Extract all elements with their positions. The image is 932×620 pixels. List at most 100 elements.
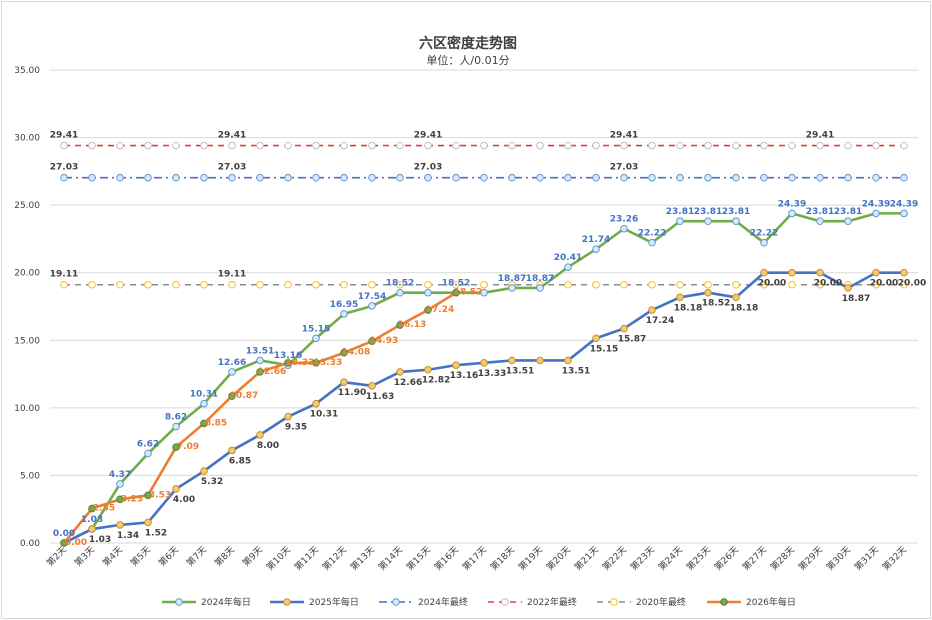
data-label: 27.03 — [50, 163, 78, 173]
data-label: 12.66 — [394, 378, 422, 388]
data-point — [144, 449, 152, 458]
legend-label: 2024年每日 — [201, 596, 251, 608]
data-label: 23.81 — [666, 207, 694, 217]
data-label: 8.85 — [205, 418, 227, 428]
y-tick-label: 0.00 — [20, 539, 40, 549]
data-point — [172, 173, 180, 182]
data-point — [424, 365, 432, 374]
data-point — [228, 392, 236, 400]
data-point — [452, 288, 460, 297]
data-point — [760, 280, 768, 289]
data-point — [256, 173, 264, 182]
data-label: 29.41 — [414, 131, 442, 141]
data-point — [788, 209, 796, 218]
data-point — [872, 141, 880, 150]
data-label: 12.66 — [218, 358, 246, 368]
data-point — [900, 173, 908, 182]
data-point — [396, 173, 404, 182]
data-point — [844, 173, 852, 182]
data-point — [564, 173, 572, 182]
data-point — [508, 356, 516, 365]
data-point — [172, 280, 180, 289]
data-point — [648, 306, 656, 314]
x-tick-label: 第6天 — [156, 544, 181, 569]
data-label: 23.81 — [806, 207, 834, 217]
data-point — [340, 173, 348, 182]
data-point — [452, 361, 460, 369]
data-point — [228, 141, 236, 150]
data-point — [872, 209, 880, 218]
legend-label: 2026年每日 — [746, 596, 796, 608]
x-tick-label: 第28天 — [768, 544, 797, 573]
data-label: 13.51 — [562, 366, 590, 376]
x-tick-label: 第13天 — [348, 544, 377, 573]
data-point — [592, 141, 600, 150]
data-label: 4.00 — [173, 495, 195, 505]
data-point — [424, 288, 432, 297]
data-point — [340, 378, 348, 386]
data-point — [424, 280, 432, 289]
data-label: 18.87 — [526, 274, 554, 284]
data-point — [676, 280, 684, 289]
data-point — [760, 141, 768, 150]
data-label: 10.31 — [310, 410, 338, 420]
data-label: 10.31 — [190, 390, 218, 400]
data-label: 29.41 — [218, 131, 246, 141]
legend-swatch-marker — [283, 598, 291, 606]
x-tick-label: 第14天 — [376, 544, 405, 573]
data-label: 13.33 — [286, 358, 314, 368]
data-label: 12.66 — [258, 367, 286, 377]
data-label: 13.33 — [314, 358, 342, 368]
data-point — [172, 422, 180, 431]
x-tick-label: 第24天 — [656, 544, 685, 573]
x-tick-label: 第29天 — [796, 544, 825, 573]
data-label: 4.37 — [109, 470, 131, 480]
data-point — [648, 173, 656, 182]
data-point — [424, 141, 432, 150]
data-point — [900, 209, 908, 218]
data-point — [88, 280, 96, 289]
data-point — [200, 173, 208, 182]
data-point — [620, 280, 628, 289]
data-point — [284, 173, 292, 182]
data-point — [592, 334, 600, 343]
data-label: 13.16 — [450, 371, 478, 381]
data-label: 16.13 — [398, 320, 426, 330]
data-label: 5.32 — [201, 477, 223, 487]
x-tick-label: 第10天 — [264, 544, 293, 573]
data-label: 20.41 — [554, 253, 582, 263]
data-point — [844, 217, 852, 226]
data-label: 1.03 — [81, 515, 103, 525]
x-axis: 第2天 第3天 第4天 第5天 第6天 第7天 第8天 第9天 第10天 第11天 第12天 第13天… — [44, 544, 909, 573]
data-point — [536, 356, 544, 365]
data-point — [172, 485, 180, 493]
data-point — [732, 217, 740, 226]
data-point — [536, 284, 544, 292]
x-tick-label: 第26天 — [712, 544, 741, 573]
data-point — [704, 141, 712, 150]
data-point — [60, 280, 68, 289]
data-point — [816, 280, 824, 289]
data-point — [312, 359, 320, 367]
data-point — [368, 173, 376, 182]
data-label: 8.62 — [165, 413, 187, 423]
data-point — [564, 141, 572, 150]
data-point — [312, 334, 320, 343]
data-label: 18.18 — [674, 303, 702, 313]
data-point — [228, 173, 236, 182]
x-tick-label: 第9天 — [240, 544, 265, 569]
data-point — [508, 141, 516, 150]
data-label: 24.39 — [862, 199, 890, 209]
data-point — [788, 173, 796, 182]
data-point — [200, 467, 208, 475]
data-point — [144, 280, 152, 289]
data-label: 16.95 — [330, 300, 358, 310]
data-point — [88, 504, 96, 513]
data-point — [172, 443, 180, 451]
data-point — [368, 141, 376, 150]
data-point — [116, 521, 124, 529]
x-tick-label: 第32天 — [880, 544, 909, 573]
y-tick-label: 35.00 — [14, 66, 40, 76]
